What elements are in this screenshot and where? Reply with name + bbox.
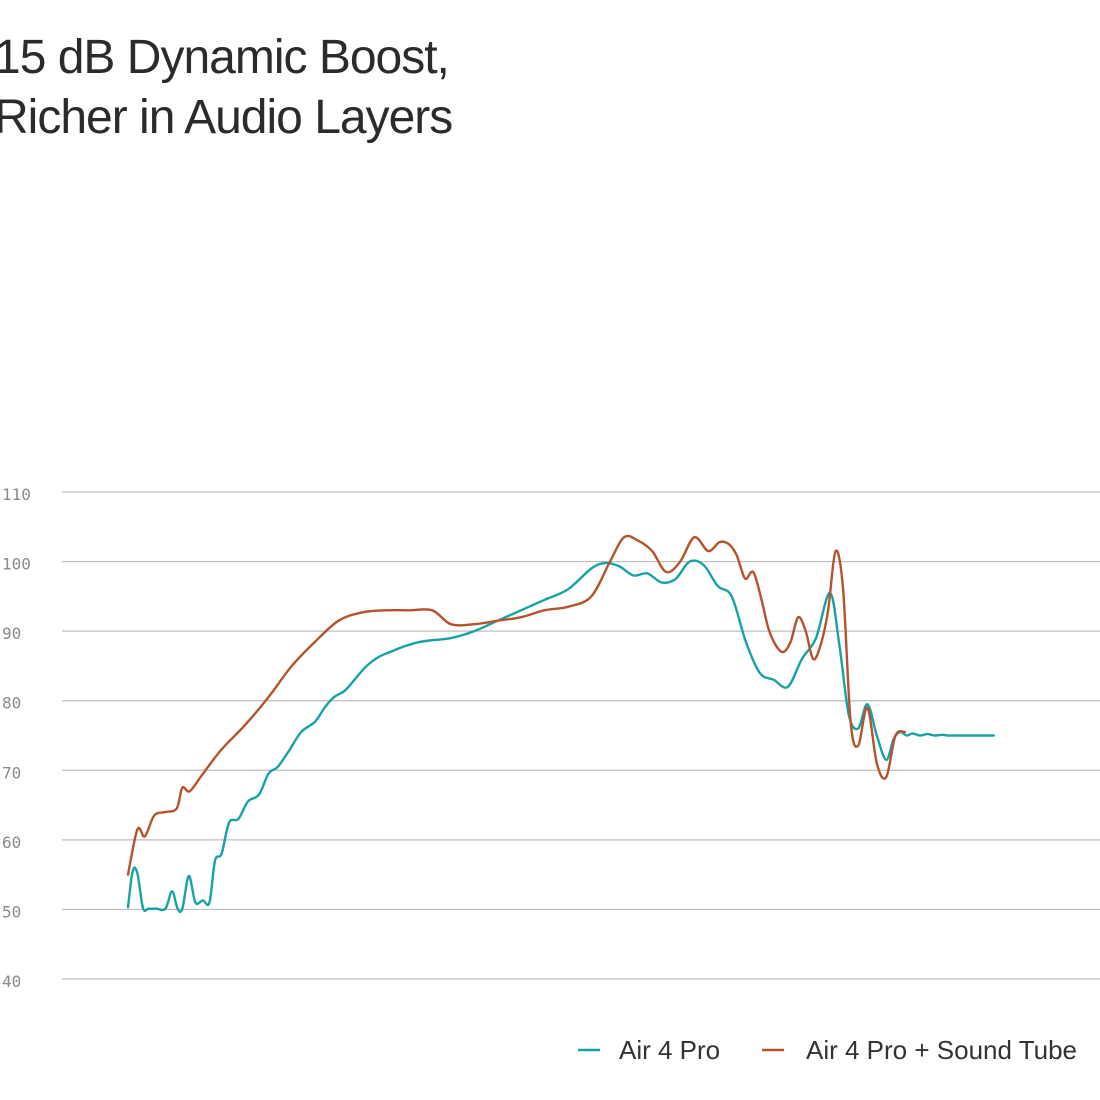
chart-title-line-2: Richer in Audio Layers <box>0 91 453 144</box>
legend: Air 4 Pro Air 4 Pro + Sound Tube <box>578 1035 1077 1065</box>
y-tick-label-70: 70 <box>2 763 21 782</box>
series-lines <box>126 534 995 914</box>
y-tick-label-80: 80 <box>2 694 21 713</box>
y-tick-label-40: 40 <box>2 972 21 991</box>
legend-label-air-4-pro: Air 4 Pro <box>619 1035 720 1065</box>
chart-title: 15 dB Dynamic Boost, Richer in Audio Lay… <box>0 28 453 148</box>
y-tick-label-60: 60 <box>2 833 21 852</box>
grid-lines <box>62 491 1100 980</box>
y-tick-label-110: 110 <box>2 485 31 504</box>
y-tick-label-100: 100 <box>2 555 31 574</box>
chart-title-line-1: 15 dB Dynamic Boost, <box>0 31 450 84</box>
legend-label-air-4-pro-sound-tube: Air 4 Pro + Sound Tube <box>806 1035 1077 1065</box>
y-tick-label-90: 90 <box>2 624 21 643</box>
y-axis-ticks: 40 50 60 70 80 90 100 110 <box>2 485 31 991</box>
series-line-air-4-pro <box>126 559 995 914</box>
series-line-air-4-pro-sound-tube <box>126 534 907 876</box>
y-tick-label-50: 50 <box>2 902 21 921</box>
